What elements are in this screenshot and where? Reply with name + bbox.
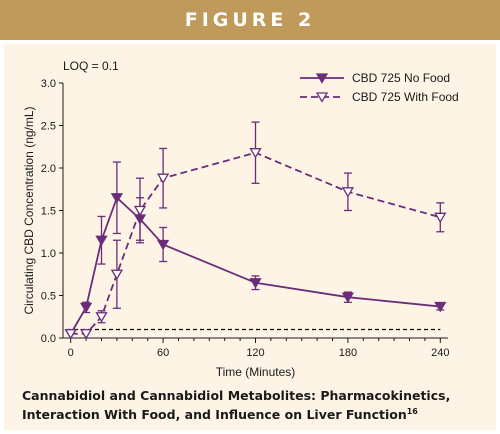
x-tick-label: 240 (431, 347, 449, 359)
data-point-with-food (341, 187, 355, 198)
y-tick-label: 3.0 (41, 78, 56, 90)
series-line-no-food (69, 196, 441, 335)
y-tick-label: 1.0 (41, 248, 56, 260)
x-axis-title: Time (Minutes) (216, 365, 296, 379)
data-point-no-food (95, 235, 108, 247)
x-tick-label: 60 (157, 347, 169, 359)
legend-label-no-food: CBD 725 No Food (352, 71, 450, 85)
y-tick-label: 0.0 (41, 333, 56, 345)
data-point-with-food (110, 269, 124, 281)
loq-annotation: LOQ = 0.1 (63, 59, 119, 73)
y-tick-label: 2.0 (41, 163, 56, 175)
series-line-with-food (70, 151, 441, 335)
figure-banner: FIGURE 2 (0, 0, 500, 40)
y-axis-title: Circulating CBD Concentration (ng/mL) (22, 106, 36, 314)
data-point-with-food (133, 205, 147, 217)
data-point-with-food (64, 329, 77, 340)
plot-panel (4, 44, 496, 430)
caption-text: Cannabidiol and Cannabidiol Metabolites:… (22, 388, 451, 423)
y-tick-label: 0.5 (41, 291, 56, 303)
data-point-no-food (156, 239, 170, 251)
data-point-no-food (110, 193, 124, 204)
y-tick-label: 2.5 (41, 121, 56, 133)
x-tick-label: 0 (68, 347, 74, 359)
data-point-with-food (95, 312, 108, 323)
legend-marker-with-food (315, 92, 329, 103)
x-tick-label: 120 (246, 347, 264, 359)
legend-marker-no-food (315, 73, 329, 84)
x-tick-label: 180 (339, 347, 357, 359)
data-point-no-food (434, 301, 447, 313)
y-tick-label: 1.5 (41, 206, 56, 218)
figure-caption: Cannabidiol and Cannabidiol Metabolites:… (22, 388, 482, 423)
data-point-with-food (249, 148, 262, 159)
data-point-no-food (341, 292, 355, 303)
data-point-with-food (156, 173, 170, 184)
data-point-no-food (79, 302, 93, 314)
data-point-no-food (249, 278, 262, 289)
data-point-with-food (434, 212, 447, 224)
caption-reference: 16 (406, 407, 418, 416)
data-point-with-food (79, 329, 93, 340)
legend-label-with-food: CBD 725 With Food (352, 90, 459, 104)
figure-title: FIGURE 2 (184, 9, 316, 31)
